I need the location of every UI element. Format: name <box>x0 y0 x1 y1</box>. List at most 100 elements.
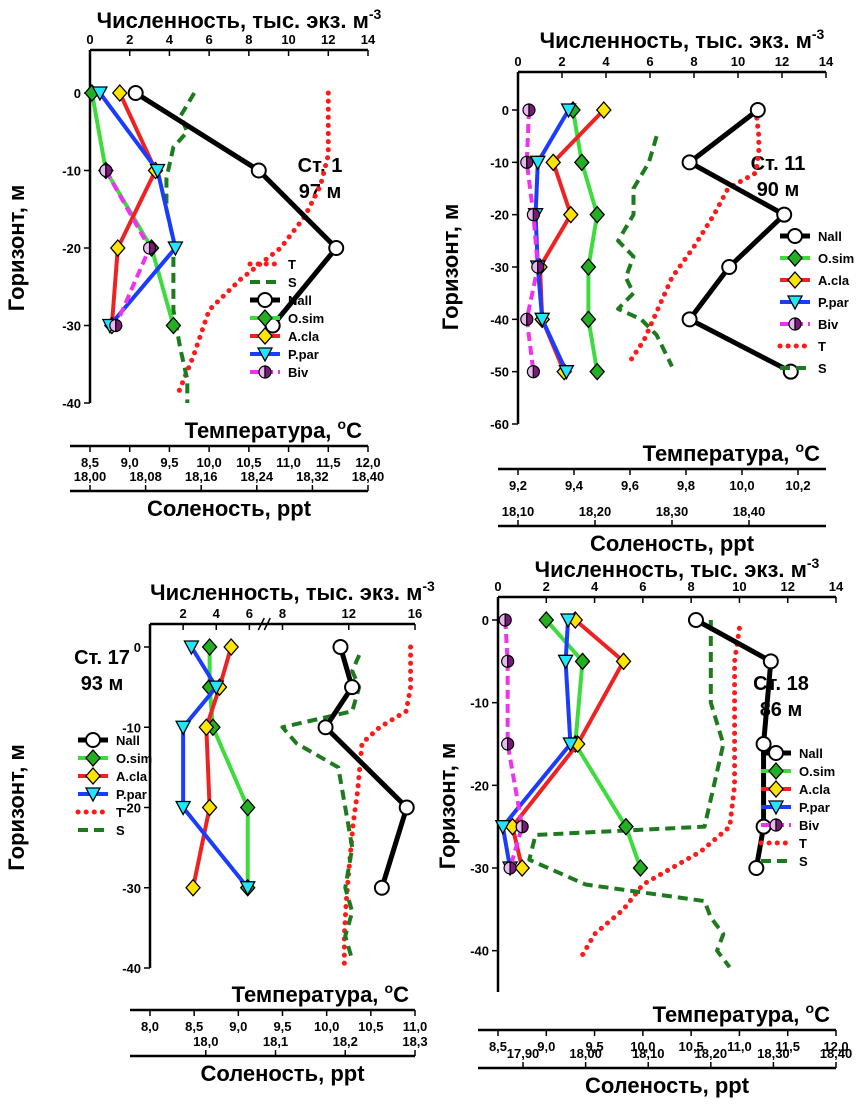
panel-st17: Численность, тыс. экз. м-32 4 6 8 12 16 0 -10 -2… <box>4 578 435 1086</box>
point-biv <box>501 654 515 668</box>
salinity-axis-label: Соленость, ppt <box>147 496 312 521</box>
station-depth: 97 м <box>299 181 342 203</box>
salinity-tick-label: 17,90 <box>507 1046 540 1061</box>
temp-tick-label: 10,0 <box>314 1019 339 1034</box>
point-p-par <box>494 820 511 836</box>
temp-axis-label: Температура, oC <box>643 439 821 466</box>
point-n-all <box>749 102 766 118</box>
point-o-sim <box>580 310 597 329</box>
legend-marker-o-sim <box>787 249 803 267</box>
count-tick-label: 14 <box>361 32 376 47</box>
depth-tick-label: -40 <box>62 396 81 411</box>
temp-tick-label: 8,0 <box>141 1019 159 1034</box>
legend-label: S <box>799 854 808 869</box>
point-o-sim <box>574 652 591 671</box>
legend-label: Nall <box>799 746 823 761</box>
point-o-sim <box>201 638 218 656</box>
legend-marker-o-sim <box>768 762 784 780</box>
station-name: Ст. 1 <box>298 155 343 177</box>
depth-tick-label: -20 <box>62 241 81 256</box>
temp-tick-label: 9,5 <box>160 455 178 470</box>
salinity-axis-label: Соленость, ppt <box>585 1073 750 1098</box>
salinity-tick-label: 18,24 <box>241 469 274 484</box>
count-tick-label: 6 <box>246 606 253 621</box>
depth-tick-label: -60 <box>490 417 509 432</box>
count-axis-title: Численность, тыс. экз. м-3 <box>540 26 825 53</box>
depth-tick-label: -40 <box>122 961 141 976</box>
temp-tick-label: 9,4 <box>565 478 584 493</box>
point-p-par <box>167 241 184 257</box>
count-tick-label: 6 <box>646 54 653 69</box>
point-n-all <box>127 85 144 101</box>
legend-marker-n-all <box>257 292 273 308</box>
point-n-all <box>681 311 698 328</box>
legend-label: S <box>288 275 297 290</box>
point-o-sim <box>239 798 256 817</box>
count-tick-label: 0 <box>514 54 521 69</box>
count-tick-label: 10 <box>731 54 745 69</box>
point-n-all <box>398 799 415 816</box>
salinity-tick-label: 18,3 <box>402 1034 427 1049</box>
panel-st18: Численность, тыс. экз. м-3 0 2 4 6 8 10 12 14 0 -1… <box>435 555 852 1098</box>
point-o-sim <box>618 817 634 836</box>
series-line-n-all <box>687 108 792 374</box>
count-tick-label: 4 <box>602 54 610 69</box>
point-a-cla <box>111 84 128 102</box>
temp-tick-label: 9,6 <box>621 478 639 493</box>
point-biv <box>531 260 545 274</box>
point-p-par <box>558 365 575 381</box>
legend-marker-p-par <box>256 347 274 363</box>
temp-tick-label: 11,5 <box>316 455 341 470</box>
point-a-cla <box>109 239 126 257</box>
station-name: Ст. 18 <box>753 673 809 695</box>
point-o-sim <box>589 205 606 224</box>
legend-marker-biv <box>769 818 783 832</box>
point-a-cla <box>201 798 218 817</box>
legend-label: T <box>818 339 826 354</box>
salinity-tick-label: 18,1 <box>263 1034 288 1049</box>
point-a-cla <box>545 153 562 172</box>
point-p-par <box>534 312 551 328</box>
point-biv <box>520 155 534 169</box>
legend-marker-a-cla <box>85 767 101 785</box>
point-a-cla <box>198 718 215 737</box>
temp-tick-label: 8,5 <box>489 1039 507 1054</box>
point-biv <box>503 861 517 875</box>
point-biv <box>515 820 529 834</box>
count-tick-label: 4 <box>166 32 174 47</box>
axis-break-mark <box>257 617 265 631</box>
temp-tick-label: 10,0 <box>196 455 221 470</box>
legend-label: O.sim <box>818 251 854 266</box>
legend-marker-n-all <box>787 228 803 244</box>
station-depth: 93 м <box>81 673 124 695</box>
legend-marker-biv <box>258 365 272 379</box>
point-n-all <box>317 719 334 736</box>
legend-label: T <box>288 257 296 272</box>
point-n-all <box>250 162 267 179</box>
legend-marker-o-sim <box>85 749 101 767</box>
point-n-all <box>332 639 349 655</box>
count-tick-label: 2 <box>543 579 550 594</box>
legend-label: Biv <box>799 818 820 833</box>
depth-axis-label: Горизонт, м <box>4 185 29 312</box>
temp-tick-label: 9,8 <box>677 478 695 493</box>
point-a-cla <box>562 205 579 224</box>
legend-label: P.par <box>288 347 319 362</box>
salinity-tick-label: 18,30 <box>757 1046 790 1061</box>
count-axis-title: Численность, тыс. экз. м-3 <box>150 578 435 605</box>
salinity-axis-label: Соленость, ppt <box>590 531 755 556</box>
temp-tick-label: 11,0 <box>276 455 301 470</box>
depth-tick-label: -10 <box>122 720 141 735</box>
legend-label: Nall <box>116 733 140 748</box>
count-tick-label: 10 <box>281 32 295 47</box>
count-tick-label: 6 <box>639 579 646 594</box>
salinity-tick-label: 18,40 <box>733 504 766 519</box>
legend-label: P.par <box>818 295 849 310</box>
depth-tick-label: -20 <box>490 208 509 223</box>
temp-tick-label: 8,5 <box>185 1019 203 1034</box>
depth-axis-label: Горизонт, м <box>435 743 460 870</box>
temp-tick-label: 9,5 <box>586 1039 604 1054</box>
depth-tick-label: -20 <box>122 801 141 816</box>
count-tick-label: 6 <box>206 32 213 47</box>
